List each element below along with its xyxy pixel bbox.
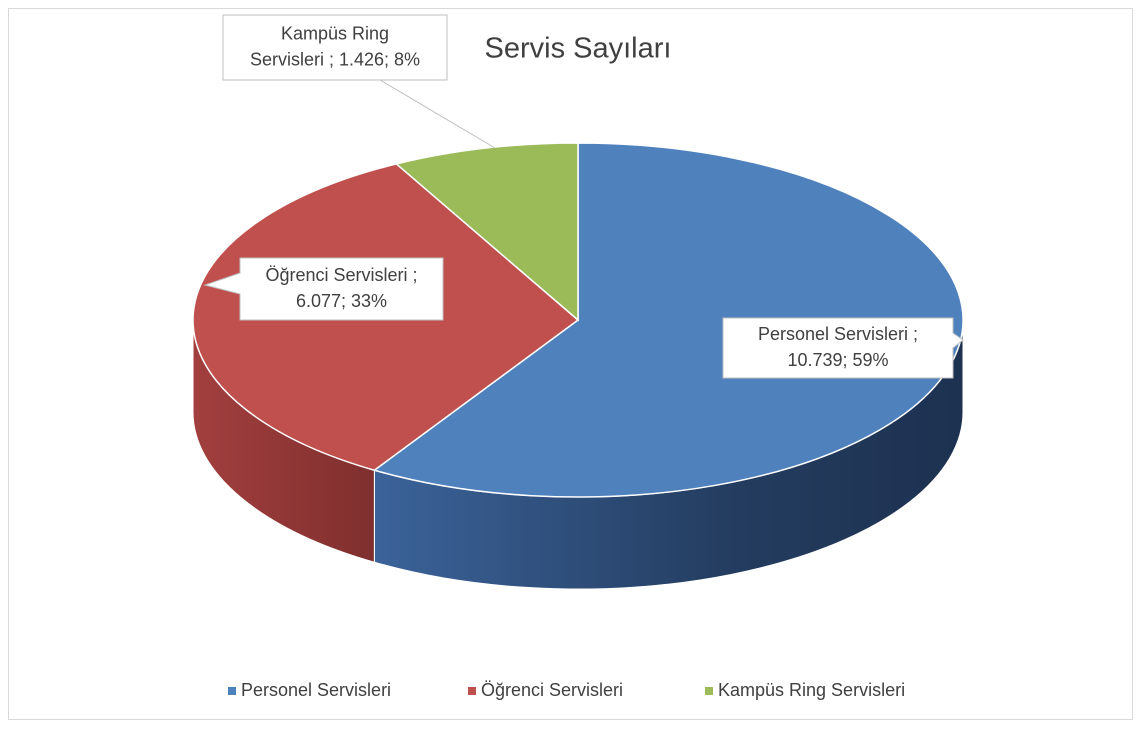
legend-label: Kampüs Ring Servisleri: [718, 680, 905, 700]
data-label-box: [203, 257, 444, 321]
data-label: 6.077; 33%: [296, 291, 387, 311]
leader-line: [379, 79, 496, 149]
chart-title: Servis Sayıları: [485, 33, 672, 65]
data-label-box: [222, 14, 448, 81]
data-label: Servisleri ; 1.426; 8%: [250, 49, 420, 69]
data-label-box: [722, 317, 964, 379]
legend-swatch: [468, 687, 476, 695]
data-label: Kampüs Ring: [281, 23, 389, 43]
data-label: 10.739; 59%: [787, 350, 888, 370]
legend-label: Personel Servisleri: [241, 680, 391, 700]
data-label: Personel Servisleri ;: [758, 324, 918, 344]
slice: [394, 142, 579, 322]
legend-label: Öğrenci Servisleri: [481, 680, 623, 700]
legend-swatch: [705, 687, 713, 695]
data-label: Öğrenci Servisleri ;: [265, 265, 417, 285]
legend-swatch: [228, 687, 236, 695]
